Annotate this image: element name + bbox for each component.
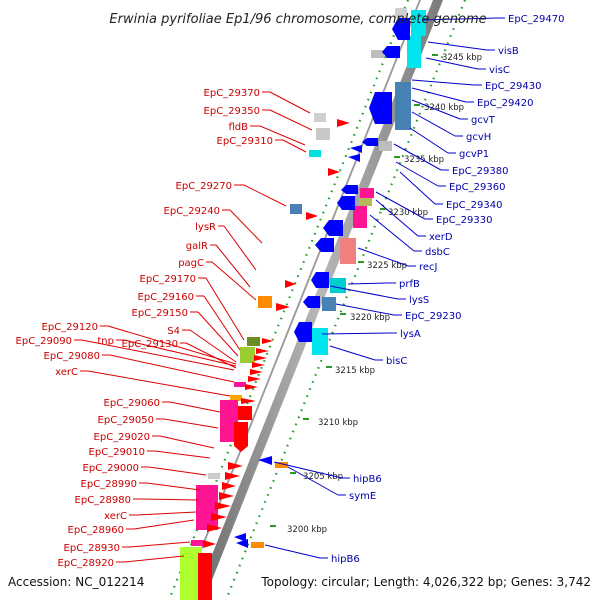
gene-label[interactable]: EpC_29470: [508, 14, 564, 25]
feature-track-reverse-outer: [234, 18, 410, 548]
guide-rings: [167, 0, 467, 600]
gene-label[interactable]: EpC_29430: [485, 81, 541, 92]
tick-label: 3220 kbp: [350, 313, 390, 323]
gene-label[interactable]: dsbC: [425, 247, 450, 258]
gene-label[interactable]: EpC_29420: [477, 98, 533, 109]
feature-reverse-orange-a: [275, 462, 288, 468]
gene-label[interactable]: gcvP1: [459, 149, 489, 160]
gene-label[interactable]: hipB6: [331, 554, 360, 565]
tick-label: 3210 kbp: [318, 418, 358, 428]
gene-label[interactable]: xerC: [55, 367, 78, 378]
gene-label[interactable]: EpC_29340: [446, 200, 502, 211]
gene-label[interactable]: gcvH: [466, 132, 491, 143]
gene-label[interactable]: EpC_29330: [436, 215, 492, 226]
tick-label: 3230 kbp: [388, 208, 428, 218]
gene-label[interactable]: S4: [167, 326, 180, 337]
tick-label: 3245 kbp: [442, 53, 482, 63]
right-gene-labels: EpC_29470 visB visC EpC_29430 EpC_29420 …: [264, 14, 564, 565]
gene-label[interactable]: fldB: [228, 122, 248, 133]
gene-label[interactable]: xerD: [429, 232, 453, 243]
gene-label[interactable]: prfB: [399, 279, 420, 290]
gene-label[interactable]: EpC_29090: [16, 336, 72, 347]
gene-label[interactable]: EpC_29050: [98, 415, 154, 426]
tick-label: 3200 kbp: [287, 525, 327, 535]
tick-label: 3225 kbp: [367, 261, 407, 271]
gene-label[interactable]: tnp: [97, 336, 114, 347]
gene-label[interactable]: visB: [498, 46, 519, 57]
gene-label[interactable]: EpC_29240: [164, 206, 220, 217]
gene-label[interactable]: EpC_29120: [42, 322, 98, 333]
gene-label[interactable]: pagC: [178, 258, 204, 269]
gene-label[interactable]: EpC_29270: [176, 181, 232, 192]
tick-label: 3235 kbp: [404, 155, 444, 165]
gene-label[interactable]: EpC_28920: [58, 558, 114, 569]
gene-label[interactable]: lysS: [409, 295, 429, 306]
tick-label: 3205 kbp: [303, 472, 343, 482]
reverse-strand-track: [234, 10, 426, 548]
gene-label[interactable]: galR: [186, 241, 208, 252]
feature-reverse-orange-b: [251, 542, 264, 548]
page-title: Erwinia pyrifoliae Ep1/96 chromosome, co…: [109, 12, 486, 27]
genome-summary-text: Topology: circular; Length: 4,026,322 bp…: [260, 575, 591, 589]
gene-label[interactable]: EpC_29060: [104, 398, 160, 409]
gene-label[interactable]: EpC_29230: [405, 311, 461, 322]
gene-label[interactable]: EpC_29310: [217, 136, 273, 147]
feature-track-outer: [198, 119, 350, 600]
gene-label[interactable]: hipB6: [353, 474, 382, 485]
gene-label[interactable]: bisC: [386, 356, 407, 367]
gene-label[interactable]: EpC_29080: [44, 351, 100, 362]
gene-label[interactable]: EpC_29020: [94, 432, 150, 443]
gene-label[interactable]: EpC_28990: [81, 479, 137, 490]
gene-label[interactable]: EpC_29010: [89, 447, 145, 458]
left-gene-labels: EpC_29370 EpC_29350 fldB EpC_29310 EpC_2…: [16, 88, 313, 569]
feature-track-reverse-inner: [312, 10, 426, 355]
gene-label[interactable]: EpC_29150: [132, 308, 188, 319]
kbp-ticks: 3245 kbp 3240 kbp 3235 kbp 3230 kbp 3225…: [270, 53, 482, 535]
accession-text: Accession: NC_012214: [8, 575, 144, 589]
gene-label[interactable]: EpC_29170: [140, 274, 196, 285]
gene-label[interactable]: EpC_29370: [204, 88, 260, 99]
forward-strand-track: [180, 8, 407, 600]
gene-label[interactable]: symE: [349, 491, 376, 502]
gene-label[interactable]: lysR: [195, 222, 216, 233]
gene-label[interactable]: visC: [489, 65, 510, 76]
gene-label[interactable]: xerC: [104, 511, 127, 522]
gene-label[interactable]: lysA: [400, 329, 421, 340]
gene-label[interactable]: EpC_29000: [83, 463, 139, 474]
gene-label[interactable]: EpC_29380: [452, 166, 508, 177]
tick-label: 3215 kbp: [335, 366, 375, 376]
gene-label[interactable]: EpC_29350: [204, 106, 260, 117]
gene-label[interactable]: EpC_29360: [449, 182, 505, 193]
gene-label[interactable]: gcvT: [471, 115, 496, 126]
gene-label[interactable]: EpC_28980: [75, 495, 131, 506]
gene-label[interactable]: EpC_29160: [138, 292, 194, 303]
gene-label[interactable]: EpC_29130: [122, 339, 178, 350]
gene-label[interactable]: EpC_28960: [68, 525, 124, 536]
gene-label[interactable]: EpC_28930: [64, 543, 120, 554]
tick-label: 3240 kbp: [424, 103, 464, 113]
gene-label[interactable]: recJ: [419, 262, 438, 273]
